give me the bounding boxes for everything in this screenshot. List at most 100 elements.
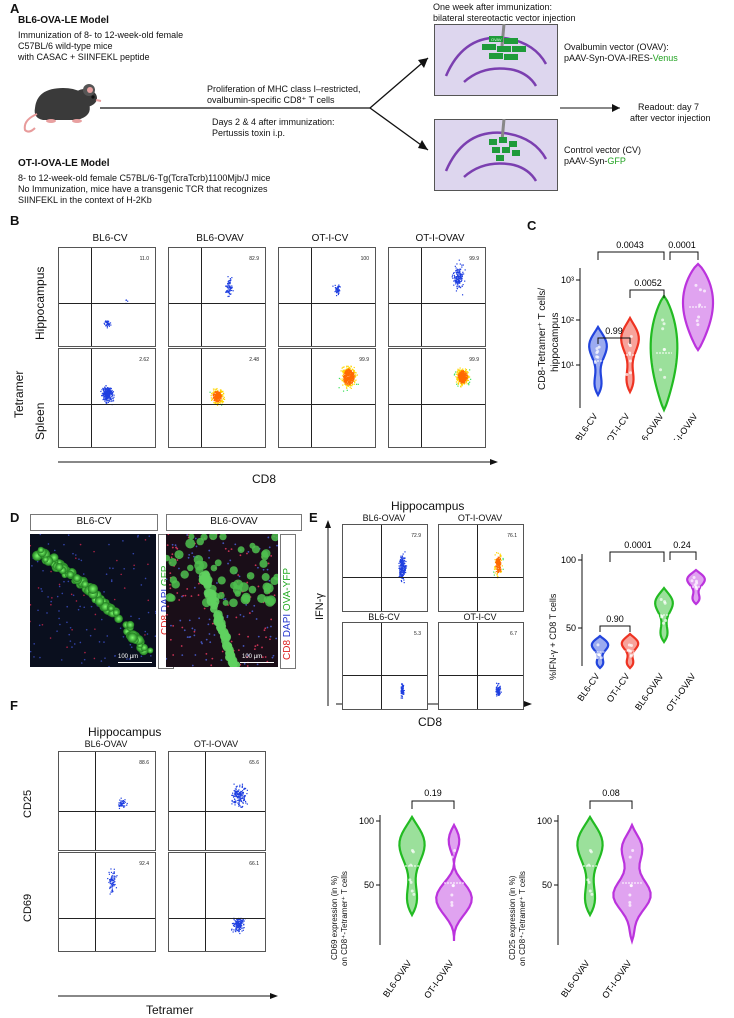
c-category-label: OT-I-OVAV bbox=[666, 411, 700, 440]
panel-label-f: F bbox=[10, 698, 18, 713]
readout-line-1: Readout: day 7 bbox=[638, 102, 700, 112]
e-y-axis-arrow bbox=[325, 520, 331, 706]
c-violin-chart: 10¹ 10² 10³ BL6-CV OT-I-CV BL6-OVAV OT-I-OVAV 0… bbox=[561, 240, 715, 440]
c-tick-label: 10³ bbox=[561, 275, 574, 285]
flow-plot: 65.6 bbox=[168, 751, 266, 851]
c-category-label: BL6-OVAV bbox=[633, 411, 666, 440]
quadrant-line-h bbox=[169, 810, 265, 812]
f-title-oti-ovav: OT-I-OVAV bbox=[193, 739, 239, 749]
b-title-bl6-cv: BL6-CV bbox=[92, 233, 128, 244]
f-x-label: Tetramer bbox=[146, 1003, 194, 1017]
e-category-label: OT-I-OVAV bbox=[664, 671, 698, 713]
f-x-axis-arrow bbox=[58, 993, 278, 999]
c-violin-oti-cv bbox=[620, 315, 640, 395]
e-bracket-2 bbox=[669, 551, 697, 560]
d-label-bl6-ovav: BL6-OVAV bbox=[166, 514, 302, 531]
quadrant-line-h bbox=[59, 810, 155, 812]
quadrant-line-v bbox=[94, 853, 96, 951]
panel-label-d: D bbox=[10, 510, 20, 525]
flow-plot: 66.1 bbox=[168, 852, 266, 952]
quadrant-line-v bbox=[476, 525, 478, 611]
b-row-hippocampus: Hippocampus bbox=[33, 266, 47, 340]
f2-bracket bbox=[589, 800, 633, 809]
d-scalebar-right bbox=[240, 662, 274, 663]
f2-violin-bl6-ovav bbox=[576, 814, 604, 918]
flow-plot: 72.9 bbox=[342, 524, 428, 612]
cv-brain-diagram bbox=[434, 119, 558, 191]
f2-pval: 0.08 bbox=[602, 788, 620, 798]
c-bracket-4 bbox=[597, 337, 631, 344]
b-spl-pct-0: 2.62 bbox=[139, 357, 149, 363]
quadrant-line-h bbox=[59, 302, 155, 304]
quadrant-line-v bbox=[310, 248, 312, 346]
quadrant-line-v bbox=[380, 623, 382, 709]
e-pct-1: 76.1 bbox=[507, 533, 517, 539]
f-v2-ylabel-2: on CD8⁺-Tetramer⁺ T cells bbox=[518, 871, 527, 966]
quadrant-line-v bbox=[420, 248, 422, 346]
d-legend-right-cd8: CD8 bbox=[282, 639, 293, 660]
quadrant-line-h bbox=[389, 403, 485, 405]
b-spl-pct-3: 99.9 bbox=[469, 357, 479, 363]
b-hip-pct-3: 99.9 bbox=[469, 256, 479, 262]
d-scalebar-left bbox=[118, 662, 152, 663]
ovav-line-2-venus: Venus bbox=[652, 53, 678, 63]
e-category-label: BL6-CV bbox=[575, 671, 601, 703]
e-pval-1: 0.0001 bbox=[624, 540, 652, 550]
flow-plot: 2.62 bbox=[58, 348, 156, 448]
oti-line-2: No Immunization, mice have a transgenic … bbox=[18, 184, 268, 194]
e-title-bl6-cv: BL6-CV bbox=[368, 612, 400, 622]
ovav-brain-diagram: OVAV bbox=[434, 24, 558, 96]
flow-plot: 6.7 bbox=[438, 622, 524, 710]
e-violin-oti-cv bbox=[620, 632, 640, 670]
d-label-bl6-cv: BL6-CV bbox=[30, 514, 158, 531]
flow-plot: 88.6 bbox=[58, 751, 156, 851]
mouse-illustration bbox=[23, 84, 102, 133]
c-bracket-3 bbox=[629, 289, 665, 298]
b-title-oti-cv: OT-I-CV bbox=[311, 233, 349, 244]
e-pct-2: 5.3 bbox=[414, 631, 421, 637]
f2-category-label: OT-I-OVAV bbox=[600, 958, 634, 1000]
e-title: Hippocampus bbox=[391, 499, 465, 513]
flow-plot: 92.4 bbox=[58, 852, 156, 952]
quadrant-line-v bbox=[204, 752, 206, 850]
oti-model-title: OT-I-OVA-LE Model bbox=[18, 158, 110, 169]
c-pval-3: 0.0052 bbox=[634, 278, 662, 288]
days-line-1: Days 2 & 4 after immunization: bbox=[212, 117, 335, 127]
quadrant-line-h bbox=[439, 674, 523, 676]
c-category-label: OT-I-CV bbox=[605, 411, 632, 440]
b-hip-pct-0: 11.0 bbox=[139, 256, 149, 262]
b-hip-pct-1: 82.9 bbox=[249, 256, 259, 262]
panel-label-b: B bbox=[10, 213, 20, 228]
e-title-bl6-ovav: BL6-OVAV bbox=[362, 513, 406, 523]
quadrant-line-v bbox=[204, 853, 206, 951]
e-category-label: BL6-OVAV bbox=[633, 671, 666, 712]
quadrant-line-v bbox=[200, 248, 202, 346]
c-tick-label: 10² bbox=[561, 315, 574, 325]
e-bracket-3 bbox=[599, 625, 631, 632]
e-tick-label: 100 bbox=[561, 555, 576, 565]
f-pct-1: 65.6 bbox=[249, 760, 259, 766]
e-pval-3: 0.90 bbox=[606, 614, 624, 624]
flow-plot: 99.9 bbox=[388, 247, 486, 347]
f2-violin-oti-ovav bbox=[612, 822, 652, 945]
c-bracket-1 bbox=[597, 251, 665, 260]
f-row-cd25: CD25 bbox=[22, 789, 34, 818]
c-category-label: BL6-CV bbox=[573, 411, 599, 440]
f-title-bl6-ovav: BL6-OVAV bbox=[84, 739, 128, 749]
f-row-cd69: CD69 bbox=[22, 893, 34, 922]
b-hip-pct-2: 100 bbox=[360, 256, 369, 262]
d-micrograph-bl6-ovav bbox=[166, 534, 278, 667]
d-scale-right: 100 µm bbox=[242, 654, 263, 660]
bl6-line-2: C57BL/6 wild-type mice bbox=[18, 41, 113, 51]
f1-violin-oti-ovav bbox=[435, 822, 473, 942]
flow-plot: 5.3 bbox=[342, 622, 428, 710]
ovav-line-2-pre: pAAV-Syn-OVA-IRES- bbox=[564, 53, 653, 63]
f1-pval: 0.19 bbox=[424, 788, 442, 798]
quadrant-line-h bbox=[343, 576, 427, 578]
f-v1-ylabel-1: CD69 expression (in %) bbox=[330, 875, 339, 960]
bl6-line-3: with CASAC + SIINFEKL peptide bbox=[18, 52, 150, 62]
quadrant-line-h bbox=[279, 302, 375, 304]
bl6-model-title: BL6-OVA-LE Model bbox=[18, 15, 109, 26]
cv-line-2-pre: pAAV-Syn- bbox=[564, 156, 608, 166]
